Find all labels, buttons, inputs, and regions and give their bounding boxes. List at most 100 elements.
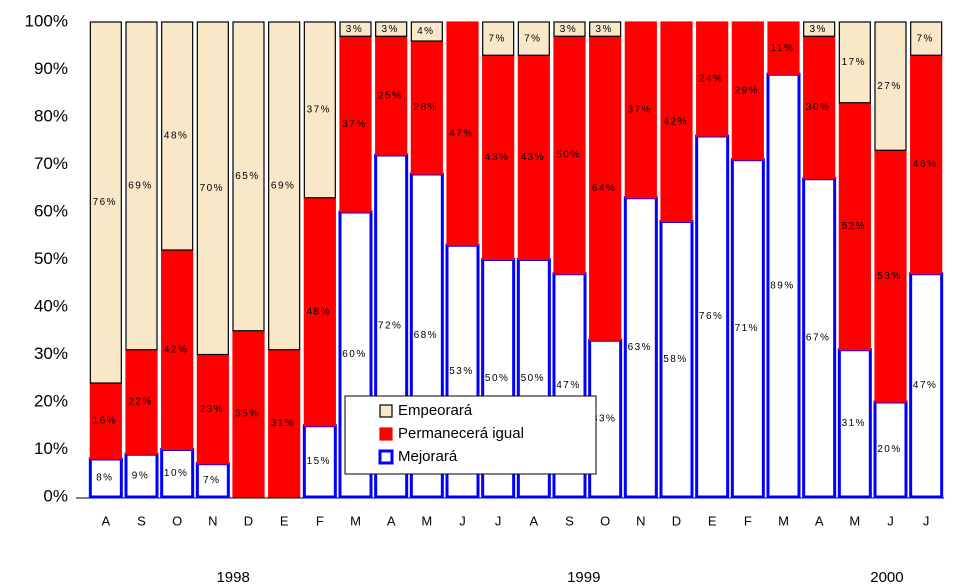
bar-segment [873,400,908,499]
data-label: 76% [93,197,118,208]
bar-segment [89,21,122,384]
data-label: 47% [913,380,938,391]
data-label: 7% [524,33,541,44]
data-label: 69% [128,181,153,192]
data-label: 3% [809,24,826,35]
x-tick-label: D [244,513,253,528]
data-label: 25% [378,90,403,101]
bar-segment [553,21,586,37]
data-label: 8% [96,473,113,484]
data-label: 37% [307,105,332,116]
data-label: 10% [164,468,189,479]
data-label: 43% [485,152,510,163]
data-label: 3% [381,24,398,35]
x-tick-label: S [565,513,574,528]
bar-segment [909,272,944,499]
data-label: 50% [556,150,581,161]
data-label: 23% [200,404,225,415]
x-tick-label: S [137,513,146,528]
x-tick-label: A [529,513,538,528]
bar-segment [659,220,694,499]
data-label: 27% [877,81,902,92]
x-tick-label: N [208,513,217,528]
bar-segment [161,21,194,251]
data-label: 31% [842,418,867,429]
data-label: 4% [417,26,434,37]
bar-segment [196,353,229,465]
legend-swatch [379,427,393,441]
x-tick-label: A [815,513,824,528]
y-tick-label: 90% [34,59,68,78]
data-label: 3% [560,24,577,35]
bar-segment [196,21,229,356]
data-label: 53% [877,271,902,282]
legend-swatch [378,449,394,465]
x-tick-label: J [495,513,502,528]
data-label: 37% [628,105,653,116]
bar-segment [874,149,907,403]
data-label: 35% [235,409,260,420]
bar-segment [517,54,550,261]
data-label: 67% [806,333,831,344]
bar-segment [410,21,443,42]
data-label: 43% [521,152,546,163]
x-tick-label: O [172,513,182,528]
bar-segment [160,448,195,499]
data-label: 7% [203,475,220,486]
bar-segment [268,349,301,498]
data-label: 28% [414,102,439,113]
bar-segment [303,197,336,427]
y-tick-label: 60% [34,201,68,220]
bar-segment [767,21,800,75]
data-label: 42% [663,116,688,127]
data-label: 71% [735,323,760,334]
data-label: 17% [842,57,867,68]
data-label: 48% [307,306,332,317]
data-label: 16% [93,416,118,427]
data-label: 53% [449,366,474,377]
data-label: 47% [449,128,474,139]
data-label: 22% [128,397,153,408]
data-label: 7% [916,33,933,44]
bar-segment [838,21,871,104]
y-tick-label: 80% [34,106,68,125]
x-tick-label: J [459,513,466,528]
bar-segment [89,382,122,460]
year-label: 1998 [216,569,249,586]
data-label: 89% [770,280,795,291]
legend-label: Empeorará [398,402,473,419]
data-label: 3% [346,24,363,35]
x-tick-label: M [778,513,789,528]
data-label: 30% [806,102,831,113]
bar-segment [517,21,550,56]
bar-segment [696,21,729,137]
data-label: 7% [488,33,505,44]
y-tick-label: 50% [34,249,68,268]
data-label: 9% [132,470,149,481]
legend-label: Mejorará [398,448,458,465]
data-label: 24% [699,74,724,85]
bar-segment [910,21,943,56]
x-tick-label: M [421,513,432,528]
bar-segment [339,21,372,37]
data-label: 65% [235,171,260,182]
x-tick-label: A [101,513,110,528]
data-label: 37% [342,119,367,130]
bar-segment [874,21,907,151]
y-tick-label: 30% [34,344,68,363]
bar-segment [660,21,693,223]
legend: Empeorará Permanecerá igual Mejorará [344,395,597,475]
x-tick-label: O [600,513,610,528]
bar-segment [375,21,408,37]
data-label: 47% [556,380,581,391]
data-label: 33% [592,413,617,424]
x-tick-label: F [316,513,324,528]
bar-segment [482,54,515,261]
bar-segment [589,21,622,37]
bar-segment [910,54,943,275]
bar-segment [803,21,836,37]
data-label: 3% [595,24,612,35]
y-tick-label: 100% [25,11,68,30]
bar-segment [232,21,265,332]
